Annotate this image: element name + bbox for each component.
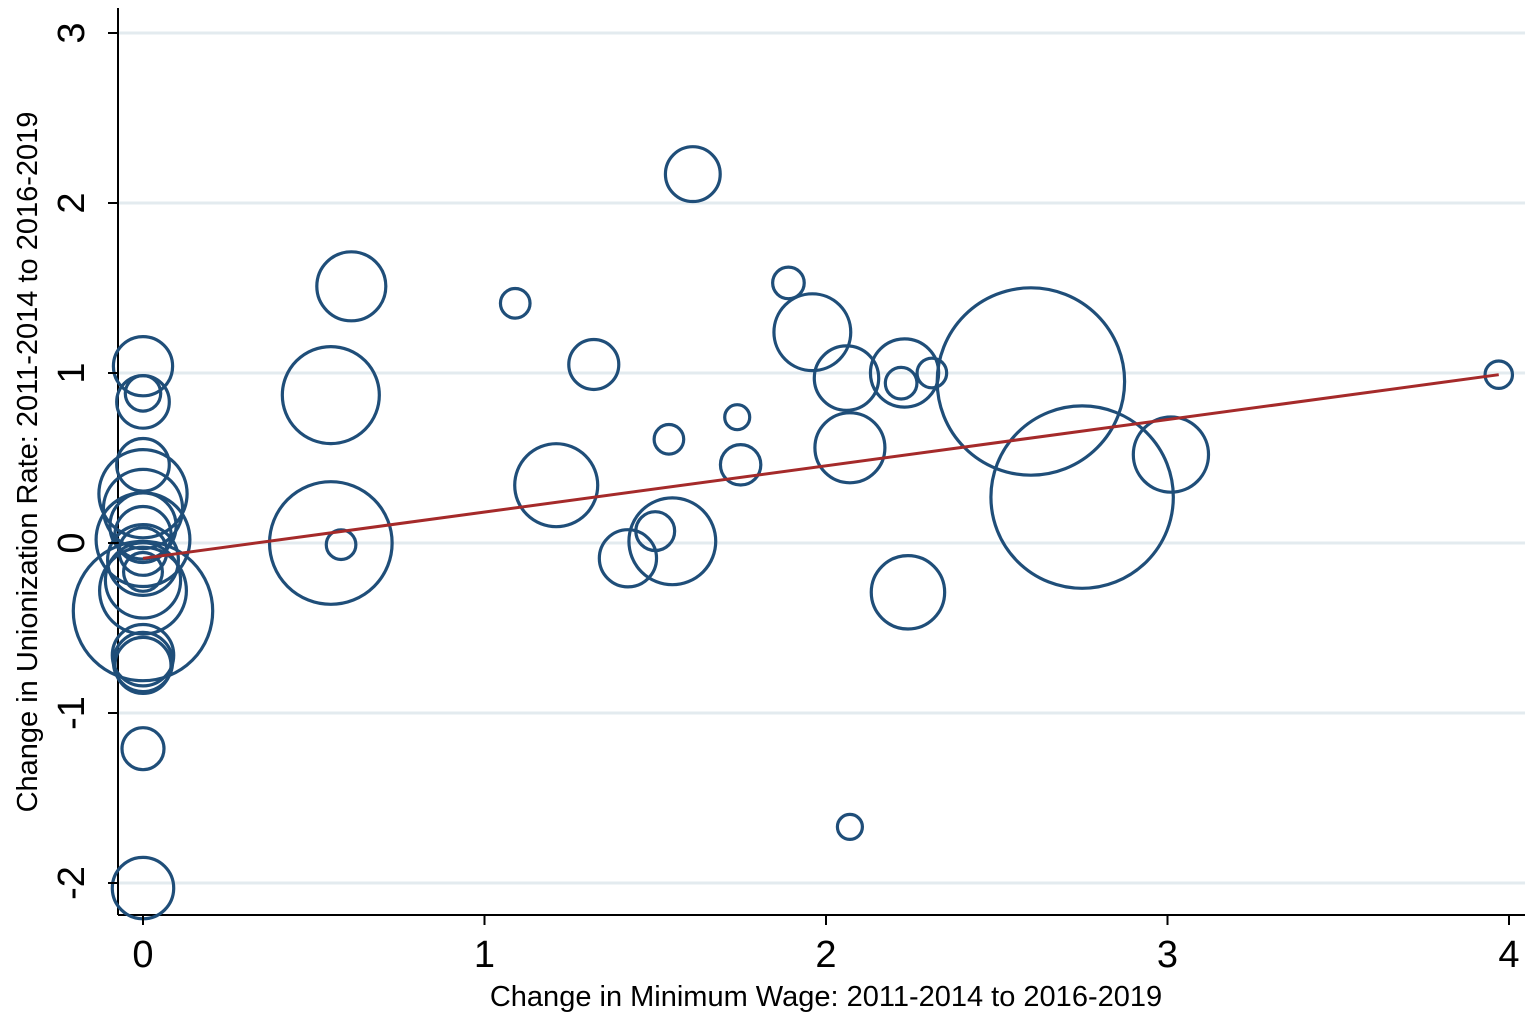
gridlines <box>119 31 1525 885</box>
data-point <box>94 491 192 589</box>
data-point <box>652 422 686 456</box>
data-point <box>115 374 171 430</box>
data-point <box>812 344 881 412</box>
y-tick-label: 3 <box>51 22 93 43</box>
data-point <box>567 337 621 392</box>
data-point <box>111 335 175 398</box>
data-point <box>1131 415 1211 494</box>
data-point <box>835 812 865 842</box>
data-point <box>935 286 1127 477</box>
y-tick-label: -2 <box>51 866 93 900</box>
y-tick-label: 1 <box>51 362 93 383</box>
data-point <box>324 528 358 562</box>
data-point <box>883 365 919 401</box>
axes <box>117 8 1525 916</box>
y-tick-label: 0 <box>51 532 93 553</box>
x-tick-label: 4 <box>1498 934 1519 976</box>
y-tick-label: -1 <box>51 696 93 730</box>
data-point <box>718 442 763 487</box>
data-point <box>513 442 600 529</box>
data-point <box>634 510 677 553</box>
data-point <box>121 550 164 593</box>
data-point <box>813 411 887 485</box>
scatter-points <box>71 145 1515 921</box>
data-point <box>113 504 173 565</box>
y-axis-title: Change in Unionization Rate: 2011-2014 t… <box>12 112 44 813</box>
data-point <box>280 345 381 446</box>
data-point <box>97 448 189 540</box>
data-point <box>1483 359 1515 390</box>
ticks: -2 -1 0 1 2 3 0 1 2 3 4 <box>51 22 1520 976</box>
x-tick-label: 2 <box>815 934 836 976</box>
y-tick-label: 2 <box>51 192 93 213</box>
data-point <box>267 480 394 606</box>
x-tick-label: 1 <box>474 934 495 976</box>
data-point <box>110 855 176 921</box>
data-point <box>772 292 853 373</box>
data-point <box>113 635 173 696</box>
data-point <box>663 145 722 204</box>
data-point <box>723 403 752 432</box>
data-point <box>498 286 532 320</box>
data-point <box>869 553 947 631</box>
data-point <box>105 522 181 597</box>
data-point <box>111 630 175 694</box>
data-point <box>71 539 215 683</box>
data-point <box>120 726 166 772</box>
fit-line-group <box>142 373 1499 560</box>
data-point <box>123 374 163 413</box>
data-point <box>627 496 718 587</box>
x-tick-label: 3 <box>1157 934 1178 976</box>
fit-line <box>142 373 1499 560</box>
data-point <box>597 528 659 589</box>
data-point <box>115 436 171 493</box>
data-point <box>915 356 949 390</box>
x-tick-label: 0 <box>132 934 153 976</box>
data-point <box>771 265 806 301</box>
x-axis-title: Change in Minimum Wage: 2011-2014 to 201… <box>490 981 1162 1013</box>
data-point <box>110 622 176 688</box>
data-point <box>989 404 1175 590</box>
data-point <box>315 250 388 323</box>
